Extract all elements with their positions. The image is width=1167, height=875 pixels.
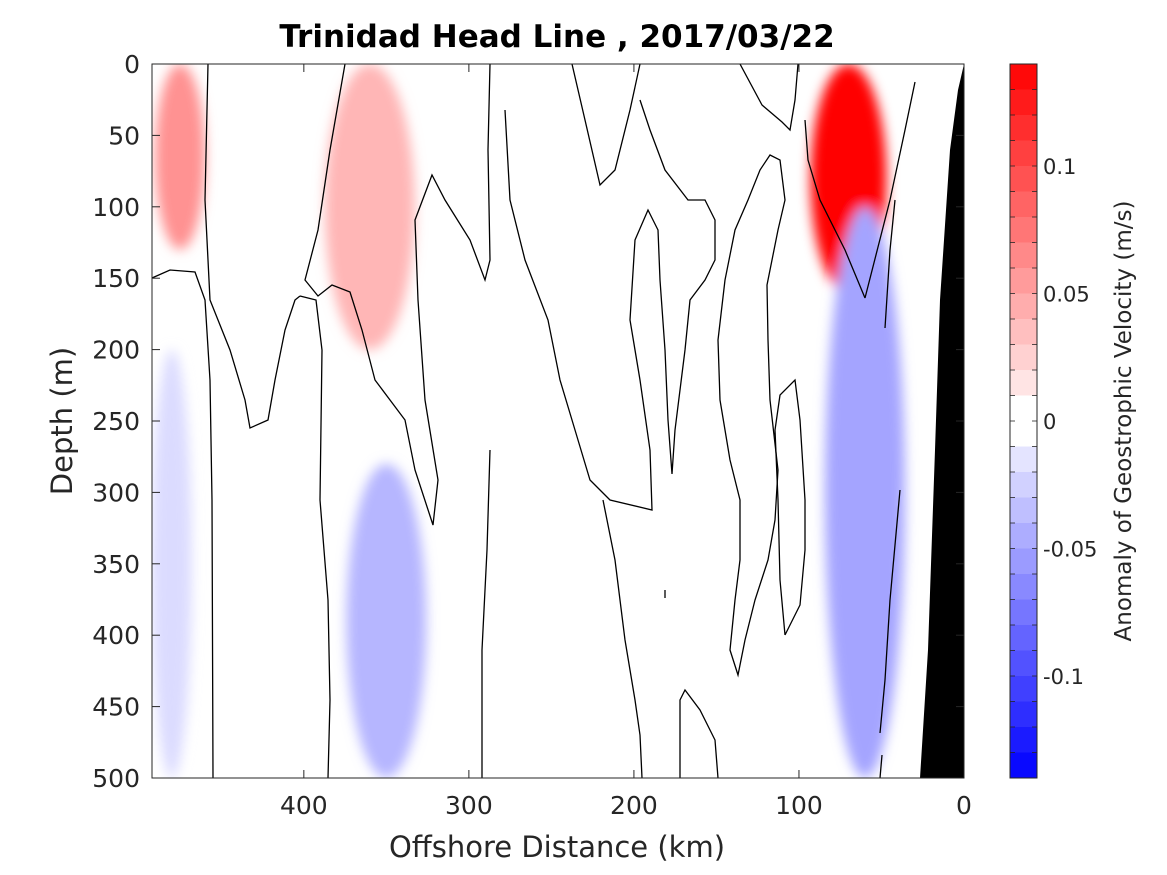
x-tick-label: 400: [280, 791, 328, 820]
colorbar-label: Anomaly of Geostrophic Velocity (m/s): [1111, 201, 1137, 642]
colorbar-swatch: [1010, 64, 1037, 90]
colorbar-swatch: [1010, 344, 1037, 371]
colorbar-tick-label: 0.05: [1043, 283, 1090, 307]
zero-velocity-contours: [152, 64, 916, 778]
colorbar-swatch: [1010, 319, 1037, 345]
colorbar-tick-label: -0.05: [1043, 538, 1097, 562]
colorbar-swatch: [1010, 599, 1037, 626]
zero-contour: [204, 64, 301, 429]
zero-contour: [481, 449, 491, 778]
colorbar-swatch: [1010, 242, 1037, 269]
colorbar-swatch: [1010, 548, 1037, 575]
colorbar-swatch: [1010, 701, 1037, 728]
x-tick-label: 100: [775, 791, 823, 820]
velocity-feature: [346, 463, 427, 778]
bathymetry-mask: [920, 64, 964, 778]
velocity-feature: [155, 64, 206, 250]
zero-contour: [504, 99, 716, 511]
colorbar-swatch: [1010, 650, 1037, 677]
colorbar-swatch: [1010, 395, 1037, 422]
colorbar-swatch: [1010, 217, 1037, 243]
zero-contour: [717, 154, 786, 678]
colorbar-swatch: [1010, 89, 1037, 116]
colorbar-tick-label: -0.1: [1043, 665, 1084, 689]
colorbar-swatch: [1010, 497, 1037, 524]
y-tick-label: 250: [92, 407, 140, 436]
x-tick-label: 300: [445, 791, 493, 820]
zero-contour: [571, 64, 641, 187]
x-tick-label: 200: [610, 791, 658, 820]
zero-contour: [679, 688, 719, 778]
zero-contour: [804, 81, 916, 299]
y-tick-label: 450: [92, 693, 140, 722]
zero-contour: [304, 64, 491, 526]
colorbar-swatch: [1010, 727, 1037, 753]
zero-contour: [299, 295, 331, 778]
colorbar-swatch: [1010, 523, 1037, 549]
y-tick-label: 100: [92, 193, 140, 222]
y-axis-label: Depth (m): [45, 347, 79, 495]
colorbar-swatch: [1010, 421, 1037, 447]
x-axis-label: Offshore Distance (km): [389, 830, 725, 864]
zero-contour: [879, 754, 883, 778]
y-tick-label: 300: [92, 478, 140, 507]
zero-contour: [152, 269, 214, 778]
y-tick-label: 150: [92, 264, 140, 293]
colorbar-tick-label: 0.1: [1043, 155, 1076, 179]
x-axis: 400 300 200 100 0: [280, 64, 972, 820]
colorbar-swatch: [1010, 625, 1037, 651]
zero-contour: [884, 199, 896, 329]
y-tick-label: 200: [92, 336, 140, 365]
colorbar-swatch: [1010, 191, 1037, 218]
zero-contour: [879, 489, 901, 734]
colorbar-swatch: [1010, 472, 1037, 498]
colorbar-tick-label: 0: [1043, 410, 1056, 434]
colorbar-swatch: [1010, 752, 1037, 779]
colorbar-swatch: [1010, 293, 1037, 320]
chart-title: Trinidad Head Line , 2017/03/22: [279, 19, 834, 55]
colorbar-swatch: [1010, 268, 1037, 294]
colorbar-swatch: [1010, 115, 1037, 141]
colorbar-frame: [1009, 63, 1038, 779]
zero-contour: [602, 499, 643, 778]
zero-contour: [739, 64, 799, 132]
velocity-feature: [152, 349, 192, 778]
colorbar-swatch: [1010, 166, 1037, 192]
x-tick-label: 0: [956, 791, 972, 820]
y-tick-label: 500: [92, 764, 140, 793]
y-tick-label: 350: [92, 550, 140, 579]
colorbar-swatch: [1010, 574, 1037, 600]
zero-contour: [774, 378, 806, 636]
velocity-feature: [324, 64, 415, 350]
y-tick-label: 400: [92, 621, 140, 650]
colorbar-swatch: [1010, 446, 1037, 473]
velocity-field: [152, 64, 905, 778]
y-tick-label: 50: [108, 121, 140, 150]
colorbar-swatch: [1010, 370, 1037, 396]
colorbar: 0.1 0.05 0 -0.05 -0.1: [1009, 63, 1097, 779]
plot-area: [152, 64, 964, 778]
colorbar-swatch: [1010, 676, 1037, 702]
velocity-feature: [824, 206, 905, 778]
y-axis: 0 50 100 150 200 250 300 350 400 450 500: [92, 50, 964, 793]
colorbar-swatch: [1010, 140, 1037, 167]
y-tick-label: 0: [124, 50, 140, 79]
